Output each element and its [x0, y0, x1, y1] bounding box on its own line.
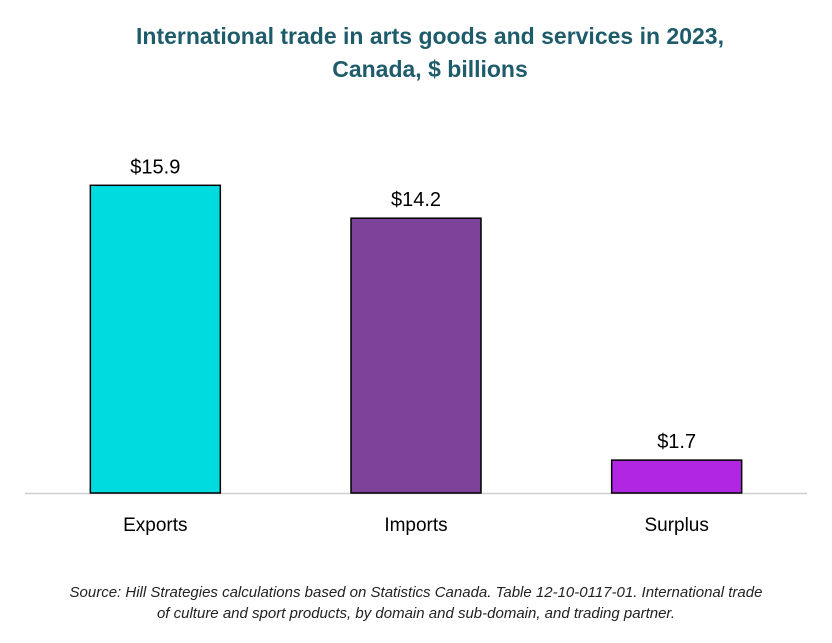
data-label-exports: $15.9 [130, 156, 180, 178]
bar-exports [89, 184, 222, 494]
x-tick-label-imports: Imports [384, 515, 447, 536]
data-label-surplus: $1.7 [657, 431, 696, 453]
x-tick-label-surplus: Surplus [644, 515, 708, 536]
source-note: Source: Hill Strategies calculations bas… [20, 582, 812, 624]
chart-title-line-2: Canada, $ billions [332, 56, 528, 82]
data-label-imports: $14.2 [391, 189, 441, 211]
source-note-line-2: of culture and sport products, by domain… [156, 605, 676, 622]
bar-surplus [610, 459, 743, 494]
x-tick-label-exports: Exports [123, 515, 187, 536]
source-note-line-1: Source: Hill Strategies calculations bas… [69, 584, 763, 601]
chart-title: International trade in arts goods and se… [60, 20, 800, 86]
chart-title-line-1: International trade in arts goods and se… [136, 23, 724, 49]
bar-imports [350, 217, 482, 494]
